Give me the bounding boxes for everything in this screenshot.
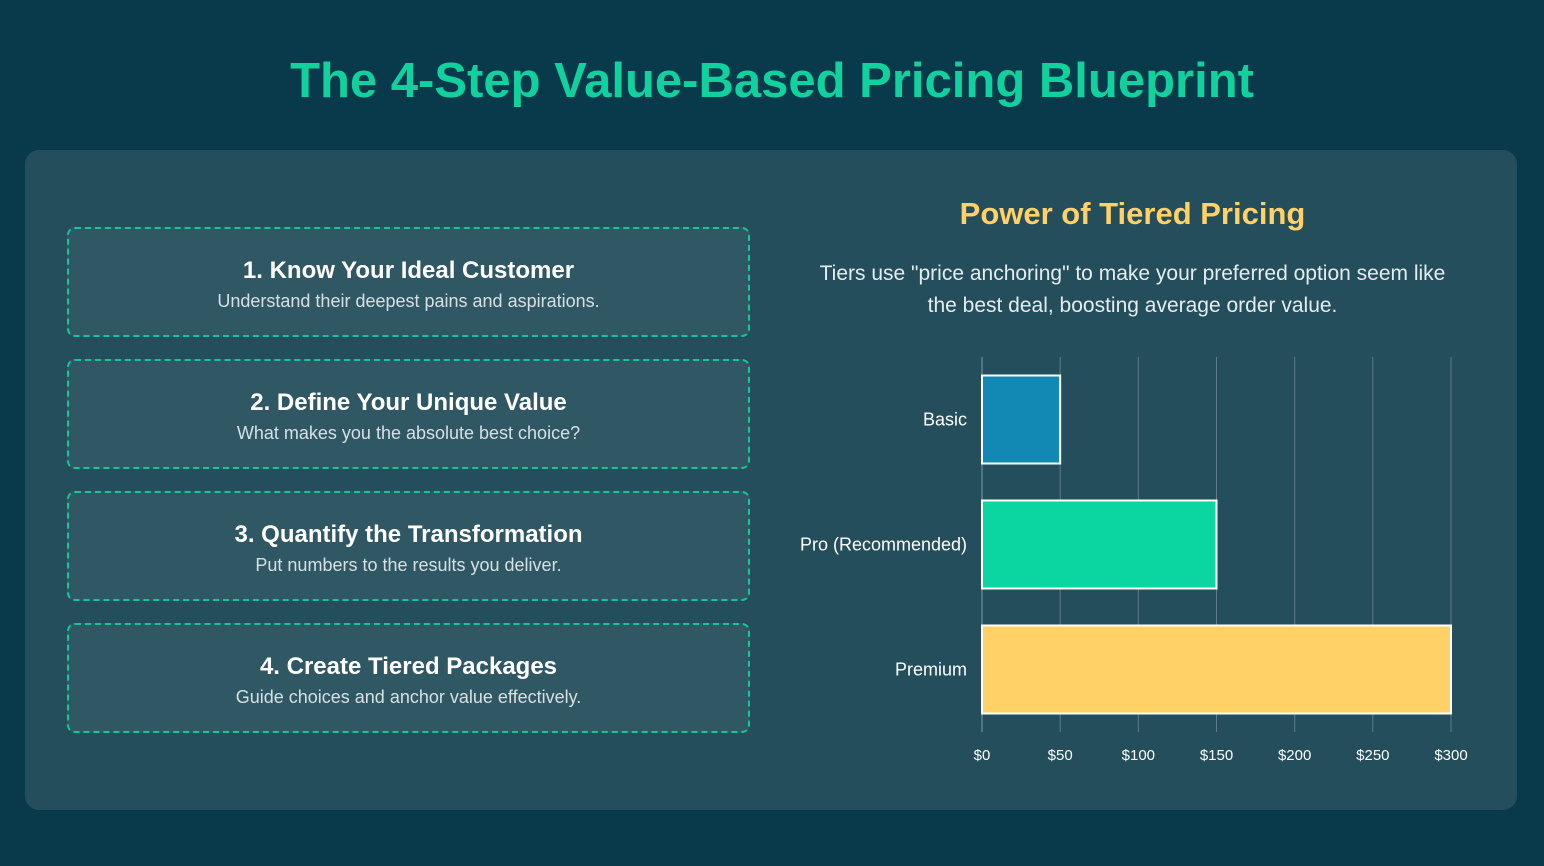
step-title: 3. Quantify the Transformation <box>234 521 583 548</box>
x-tick-label: $50 <box>1048 747 1073 764</box>
x-tick-label: $200 <box>1278 747 1311 764</box>
x-tick-label: $100 <box>1122 747 1155 764</box>
bar-2 <box>981 624 1452 715</box>
step-card-3: 3. Quantify the Transformation Put numbe… <box>67 491 750 601</box>
step-card-1: 1. Know Your Ideal Customer Understand t… <box>67 227 750 337</box>
chart-title: Power of Tiered Pricing <box>959 196 1306 231</box>
tier-price-chart: $0 $50 $100 $150 $200 $250 $300 Basic Pro (Recom… <box>800 357 1468 764</box>
category-label: Pro (Recommended) <box>800 535 967 555</box>
step-description: What makes you the absolute best choice? <box>236 423 581 443</box>
step-title: 4. Create Tiered Packages <box>259 653 558 680</box>
chart-subtitle: Tiers use "price anchoring" to make your… <box>819 262 1446 317</box>
x-tick-label: $0 <box>974 747 991 764</box>
step-card-2: 2. Define Your Unique Value What makes y… <box>67 359 750 469</box>
step-description: Guide choices and anchor value effective… <box>235 687 582 707</box>
bar-0 <box>981 374 1062 465</box>
steps-list: 1. Know Your Ideal Customer Understand t… <box>67 227 750 755</box>
step-title: 2. Define Your Unique Value <box>250 389 567 416</box>
category-label: Premium <box>895 660 967 680</box>
step-title: 1. Know Your Ideal Customer <box>242 257 575 284</box>
bar-1 <box>981 499 1218 590</box>
category-label: Basic <box>923 410 967 430</box>
step-description: Understand their deepest pains and aspir… <box>217 291 600 311</box>
content-panel: 1. Know Your Ideal Customer Understand t… <box>25 150 1517 810</box>
tiered-pricing-section: Power of Tiered Pricing Tiers use "price… <box>785 190 1480 322</box>
x-tick-label: $300 <box>1434 747 1467 764</box>
page-title: The 4-Step Value-Based Pricing Blueprint <box>290 54 1254 108</box>
step-card-4: 4. Create Tiered Packages Guide choices … <box>67 623 750 733</box>
x-tick-label: $150 <box>1200 747 1233 764</box>
step-description: Put numbers to the results you deliver. <box>255 555 562 575</box>
x-tick-label: $250 <box>1356 747 1389 764</box>
